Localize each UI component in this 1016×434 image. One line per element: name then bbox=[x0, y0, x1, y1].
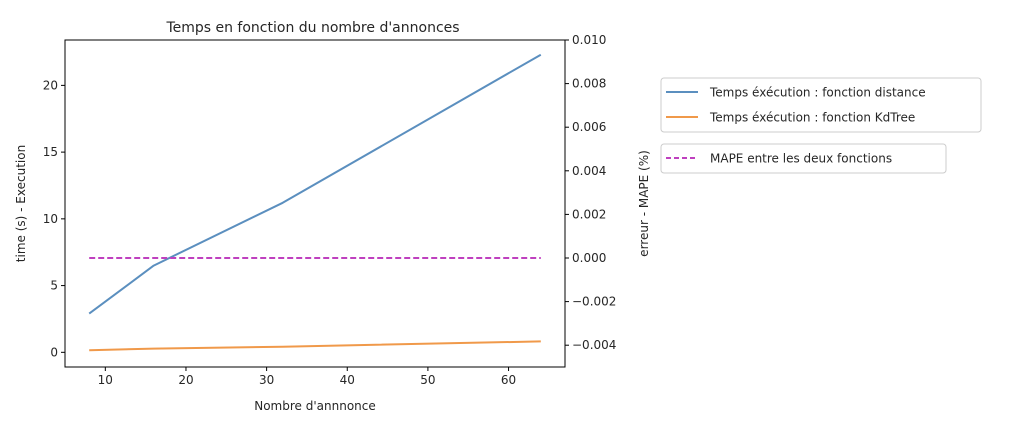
x-tick-label-5: 60 bbox=[501, 373, 516, 387]
legend-label-kdtree: Temps éxécution : fonction KdTree bbox=[709, 111, 915, 125]
y-tick-label-3: 15 bbox=[43, 145, 58, 159]
y-right-tick-label-3: 0.002 bbox=[572, 207, 606, 221]
x-axis: 10 20 30 40 50 60 bbox=[98, 367, 516, 387]
legend-label-distance: Temps éxécution : fonction distance bbox=[709, 86, 926, 100]
y-axis-right-label: erreur - MAPE (%) bbox=[637, 150, 651, 257]
x-tick-label-3: 40 bbox=[340, 373, 355, 387]
y-right-tick-label-6: 0.008 bbox=[572, 77, 606, 91]
series-line-1 bbox=[89, 340, 541, 352]
y-axis-left: 0 5 10 15 20 bbox=[43, 78, 65, 359]
y-right-tick-label-5: 0.006 bbox=[572, 120, 606, 134]
x-tick-label-2: 30 bbox=[259, 373, 274, 387]
y-right-tick-label-7: 0.010 bbox=[572, 33, 606, 47]
y-axis-left-label: time (s) - Execution bbox=[14, 145, 28, 262]
y-right-tick-label-2: 0.000 bbox=[572, 251, 606, 265]
y-right-tick-label-1: −0.002 bbox=[572, 295, 616, 309]
y-axis-right: −0.004 −0.002 0.000 0.002 0.004 0.006 0.008 0.0… bbox=[565, 33, 616, 352]
y-tick-label-2: 10 bbox=[43, 212, 58, 226]
legend-time-box bbox=[660, 77, 982, 133]
x-tick-label-1: 20 bbox=[178, 373, 193, 387]
legend-mape: MAPE entre les deux fonctions bbox=[660, 143, 947, 174]
y-tick-label-1: 5 bbox=[50, 279, 58, 293]
y-right-tick-label-4: 0.004 bbox=[572, 164, 606, 178]
legend-time: Temps éxécution : fonction distance Temp… bbox=[660, 77, 982, 133]
x-tick-label-4: 50 bbox=[420, 373, 435, 387]
y-tick-label-0: 0 bbox=[50, 345, 58, 359]
chart-title: Temps en fonction du nombre d'annonces bbox=[165, 20, 459, 36]
x-tick-label-0: 10 bbox=[98, 373, 113, 387]
x-axis-label: Nombre d'annnonce bbox=[254, 399, 376, 413]
legend-mape-box bbox=[660, 143, 947, 174]
y-right-tick-label-0: −0.004 bbox=[572, 338, 616, 352]
series-layer bbox=[88, 53, 542, 352]
series-line-0 bbox=[88, 53, 542, 315]
y-tick-label-4: 20 bbox=[43, 78, 58, 92]
plot-frame bbox=[64, 39, 566, 368]
legend-label-mape: MAPE entre les deux fonctions bbox=[710, 152, 892, 166]
